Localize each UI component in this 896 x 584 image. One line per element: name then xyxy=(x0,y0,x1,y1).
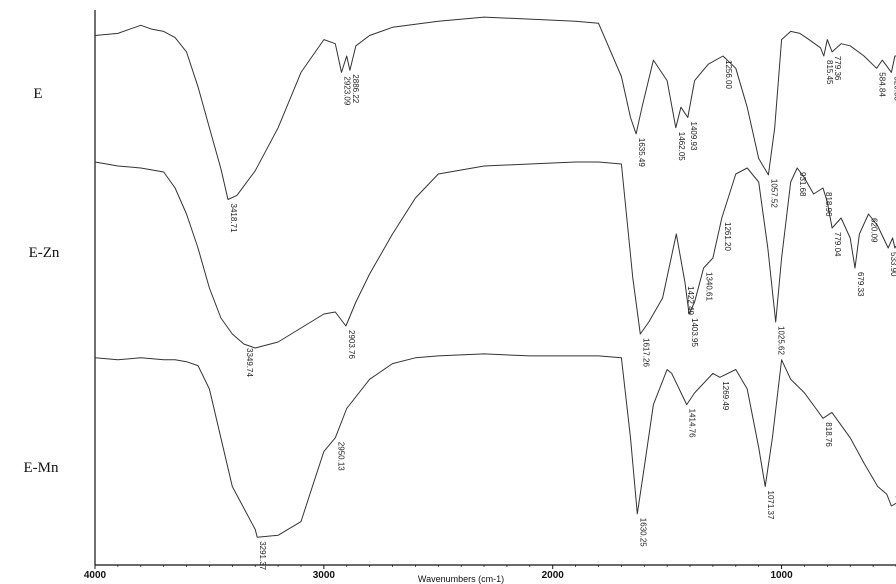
peak-label: 1057.52 xyxy=(769,179,778,208)
x-tick-label: 3000 xyxy=(313,570,336,581)
peak-label: 3291.37 xyxy=(258,541,267,570)
peak-label: 533.90 xyxy=(889,252,896,277)
peak-label: 1256.00 xyxy=(724,60,733,89)
x-axis-label: Wavenumbers (cm-1) xyxy=(418,574,504,584)
peak-label: 1409.93 xyxy=(689,122,698,151)
peak-label: 779.04 xyxy=(833,232,842,257)
peak-label: 1261.20 xyxy=(723,222,732,251)
peak-label: 1025.62 xyxy=(777,326,786,355)
peak-label: 679.33 xyxy=(856,272,865,297)
peak-label: 1462.05 xyxy=(677,132,686,161)
peak-label: 818.76 xyxy=(824,422,833,447)
peak-label: 815.45 xyxy=(825,60,834,85)
peak-label: 1617.26 xyxy=(641,338,650,367)
peak-label: 2950.13 xyxy=(336,442,345,471)
series-labels: E E-Zn E-Mn xyxy=(24,86,60,476)
peak-label: 2903.76 xyxy=(347,330,356,359)
spectra-lines xyxy=(94,16,896,538)
peak-label: 818.96 xyxy=(824,192,833,217)
peak-labels: 3418.71 2923.09 2886.22 1635.49 1462.05 1409.… xyxy=(229,56,896,571)
x-tick-label: 2000 xyxy=(542,570,565,581)
peak-label: 1071.37 xyxy=(766,491,775,520)
peak-label: 1414.76 xyxy=(688,409,697,438)
peak-label: 1269.49 xyxy=(721,381,730,410)
peak-label: 779.36 xyxy=(833,56,842,81)
peak-label: 584.84 xyxy=(878,72,887,97)
spectrum-line-e-mn xyxy=(94,353,896,538)
x-axis: 4000 3000 2000 1000 xyxy=(84,565,896,581)
peak-label: 931.68 xyxy=(798,172,807,197)
peak-label: 620.09 xyxy=(870,218,879,243)
peak-label: 3418.71 xyxy=(229,204,238,233)
spectrum-line-e xyxy=(94,16,896,200)
plot-frame xyxy=(94,10,896,566)
peak-label: 1630.25 xyxy=(638,518,647,547)
peak-label: 2923.09 xyxy=(343,76,352,105)
peak-label: 1403.95 xyxy=(690,318,699,347)
x-tick-label: 1000 xyxy=(770,570,793,581)
series-label: E-Mn xyxy=(24,460,59,476)
series-label: E-Zn xyxy=(29,245,60,261)
spectrum-line-e-zn xyxy=(94,161,896,349)
peak-label: 1635.49 xyxy=(637,138,646,167)
peak-label: 3349.74 xyxy=(245,348,254,377)
x-tick-label: 4000 xyxy=(84,570,107,581)
peak-label: 2886.22 xyxy=(351,74,360,103)
series-label: E xyxy=(33,86,42,102)
peak-label: 520.03 xyxy=(892,76,896,101)
peak-label: 1422.49 xyxy=(686,286,695,315)
peak-label: 1340.61 xyxy=(705,272,714,301)
